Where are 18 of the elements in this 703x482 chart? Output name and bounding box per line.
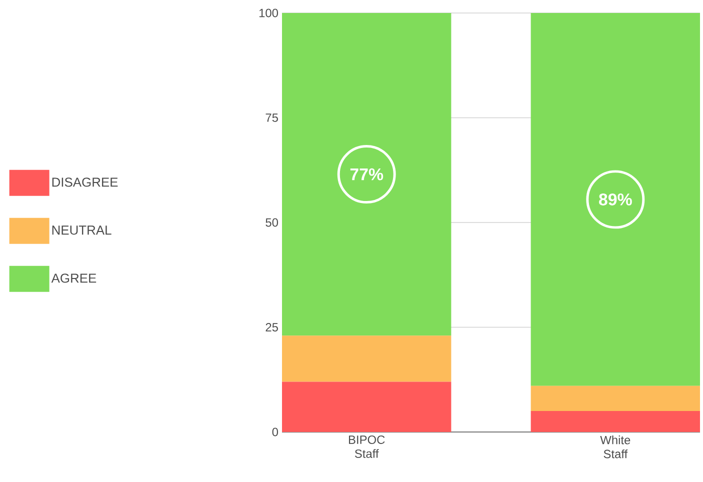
- x-tick-label: BIPOC Staff: [348, 436, 385, 458]
- bar: [530, 12, 700, 386]
- data-label: 89%: [598, 193, 632, 206]
- y-tick-label: 75: [266, 114, 278, 122]
- legend-label: AGREE: [51, 274, 96, 283]
- legend-label: NEUTRAL: [52, 226, 112, 235]
- data-label: 77%: [350, 168, 384, 180]
- legend-label: DISAGREE: [52, 178, 118, 187]
- bar: [530, 411, 700, 432]
- y-tick-label: 25: [266, 323, 278, 332]
- bar: [530, 386, 700, 412]
- x-tick-label: White Staff: [600, 436, 630, 458]
- bar: [282, 336, 452, 382]
- bar: [282, 12, 452, 336]
- bar: [282, 382, 452, 432]
- y-tick-label: 100: [259, 8, 278, 18]
- y-tick-label: 0: [272, 428, 278, 436]
- y-tick-label: 50: [266, 218, 278, 227]
